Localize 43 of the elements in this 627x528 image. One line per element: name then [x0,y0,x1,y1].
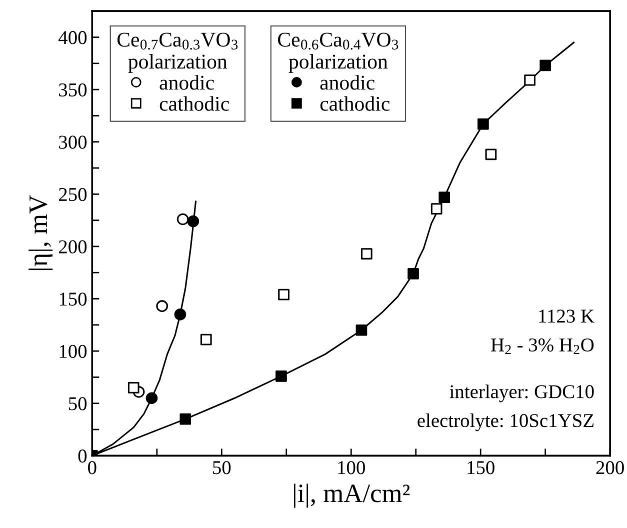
legend-label: anodic [320,75,374,90]
x-axis-title: |i|, mA/cm² [294,484,410,508]
point [408,268,419,280]
point [485,148,497,160]
point [187,215,200,228]
y-tick-label: 100 [60,344,87,358]
legend-label: anodic [160,75,214,90]
point [438,192,450,203]
annotation: interlayer: GDC10 [450,384,594,402]
y-tick-label: 300 [59,136,87,149]
y-tick-label: 50 [68,397,87,410]
x-tick-label: 150 [468,461,494,474]
point [146,392,158,404]
point [176,213,189,226]
annotation: H$_{2}$ - 3% H$_{2}$O [491,338,594,354]
point [540,60,552,72]
x-tick-label: 0 [88,461,96,474]
point [156,300,168,312]
point [430,203,442,214]
legend-label: cathodic [320,96,390,111]
x-tick-label: 100 [338,461,365,474]
annotation: electrolyte: 10Sc1YSZ [418,413,594,432]
point [180,413,192,425]
point [524,74,536,86]
point [200,334,212,346]
legend-label: cathodic [160,96,229,111]
point [276,370,287,382]
x-tick-label: 200 [596,461,624,474]
annotation: 1123 K [539,310,594,323]
y-tick-label: 200 [58,240,87,254]
point [174,308,186,320]
point [360,248,372,260]
point [278,288,290,300]
point [128,382,140,394]
y-tick-label: 150 [60,292,87,306]
y-axis-title: |η|, mV [28,195,53,270]
y-tick-label: 0 [78,449,87,463]
y-tick-label: 250 [58,188,87,202]
y-tick-label: 400 [58,31,87,44]
point [356,324,368,336]
point [478,118,489,130]
x-tick-label: 50 [213,461,231,474]
y-tick-label: 350 [59,83,87,96]
